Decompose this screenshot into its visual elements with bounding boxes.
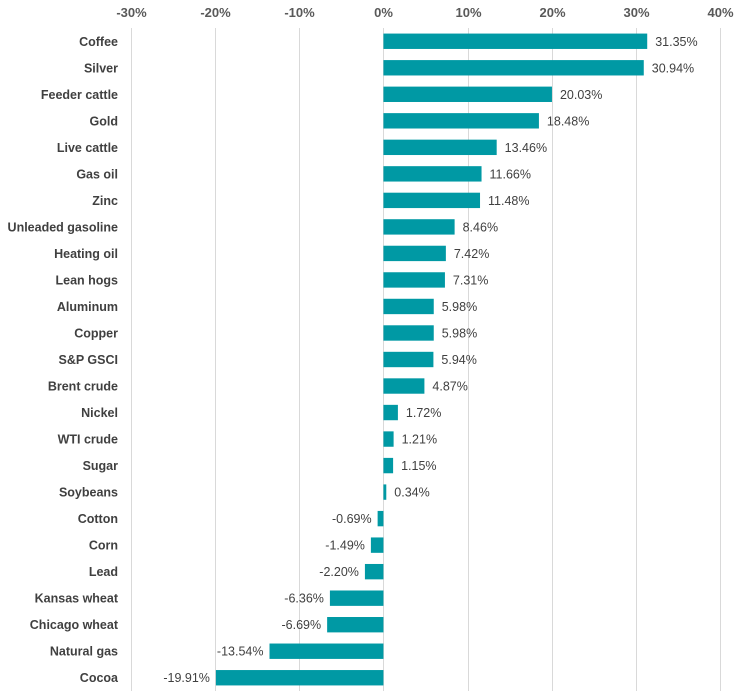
data-label: -1.49% <box>325 539 365 553</box>
data-label: 1.21% <box>402 433 437 447</box>
category-label: Unleaded gasoline <box>8 220 118 234</box>
x-axis-tick-labels: -30% -20% -10% 0% 10% 20% 30% 40% <box>116 5 734 20</box>
data-label: 7.42% <box>454 247 489 261</box>
bar <box>383 404 398 421</box>
x-tick-label: 40% <box>707 5 733 20</box>
data-label: 4.87% <box>432 380 467 394</box>
category-label: Lean hogs <box>55 273 118 287</box>
category-label: Brent crude <box>48 380 118 394</box>
bar <box>383 325 434 341</box>
bar <box>383 86 552 102</box>
category-label: Cotton <box>78 512 118 526</box>
data-label: 30.94% <box>652 61 694 75</box>
data-label: 8.46% <box>463 220 498 234</box>
data-label: -6.69% <box>282 618 322 632</box>
bar <box>370 537 384 553</box>
category-label: Corn <box>89 539 118 553</box>
data-label: 31.35% <box>655 35 697 49</box>
category-label: Lead <box>89 565 118 579</box>
data-labels: 31.35% 30.94% 20.03% 18.48%13.46% 11.66% 11.4… <box>163 35 697 685</box>
category-label: Copper <box>74 326 118 340</box>
bar <box>383 33 648 49</box>
data-label: 5.98% <box>442 300 477 314</box>
category-label: Nickel <box>81 406 118 420</box>
bar <box>327 617 384 633</box>
category-label: Soybeans <box>59 486 118 500</box>
bar <box>383 139 497 156</box>
category-label: Feeder cattle <box>41 88 118 102</box>
category-label: Silver <box>84 61 118 75</box>
bar <box>383 272 445 288</box>
x-tick-label: -10% <box>284 5 315 20</box>
category-label: Heating oil <box>54 247 118 261</box>
data-label: -19.91% <box>163 671 210 685</box>
gridlines <box>131 28 721 691</box>
bar <box>383 60 644 76</box>
category-label: Gold <box>90 114 118 128</box>
data-label: 11.66% <box>490 167 531 181</box>
category-label: Aluminum <box>57 300 118 314</box>
category-label: Coffee <box>79 35 118 49</box>
data-label: -13.54% <box>217 645 264 659</box>
data-label: -2.20% <box>319 565 359 579</box>
data-label: 13.46% <box>505 141 547 155</box>
category-label: Chicago wheat <box>30 618 119 632</box>
x-tick-label: 10% <box>455 5 481 20</box>
data-label: 11.48% <box>488 194 529 208</box>
bar <box>383 192 481 209</box>
category-labels: Coffee Silver Feeder cattle Gold Live cattle… <box>8 35 120 685</box>
bar <box>383 166 482 182</box>
category-label: WTI crude <box>58 433 118 447</box>
data-label: 1.15% <box>401 459 436 473</box>
category-label: Gas oil <box>76 167 118 181</box>
data-label: -6.36% <box>284 592 324 606</box>
category-label: S&P GSCI <box>58 353 118 367</box>
bar <box>383 457 394 474</box>
data-label: 1.72% <box>406 406 441 420</box>
bar <box>377 510 384 527</box>
bar <box>383 351 434 368</box>
category-label: Sugar <box>83 459 119 473</box>
data-label: 7.31% <box>453 273 488 287</box>
bar <box>269 643 384 659</box>
x-tick-label: 20% <box>539 5 565 20</box>
x-tick-label: -20% <box>200 5 231 20</box>
bar <box>383 378 425 394</box>
category-label: Kansas wheat <box>35 592 119 606</box>
category-label: Cocoa <box>80 671 119 685</box>
data-label: 18.48% <box>547 114 589 128</box>
data-label: 5.94% <box>441 353 476 367</box>
data-label: 20.03% <box>560 88 602 102</box>
bar <box>215 670 384 686</box>
x-tick-label: 0% <box>374 5 393 20</box>
data-label: -0.69% <box>332 512 372 526</box>
data-label: 5.98% <box>442 326 477 340</box>
category-label: Zinc <box>92 194 118 208</box>
x-tick-label: -30% <box>116 5 147 20</box>
category-label: Natural gas <box>50 645 118 659</box>
bar <box>383 245 446 262</box>
x-tick-label: 30% <box>623 5 649 20</box>
bar <box>383 113 539 129</box>
bar <box>383 298 434 315</box>
bar <box>364 563 384 580</box>
data-label: 0.34% <box>394 486 429 500</box>
category-label: Live cattle <box>57 141 118 155</box>
bar <box>329 590 384 606</box>
bar <box>383 484 387 500</box>
bars <box>215 33 648 686</box>
bar <box>383 431 394 447</box>
bar <box>383 219 455 235</box>
